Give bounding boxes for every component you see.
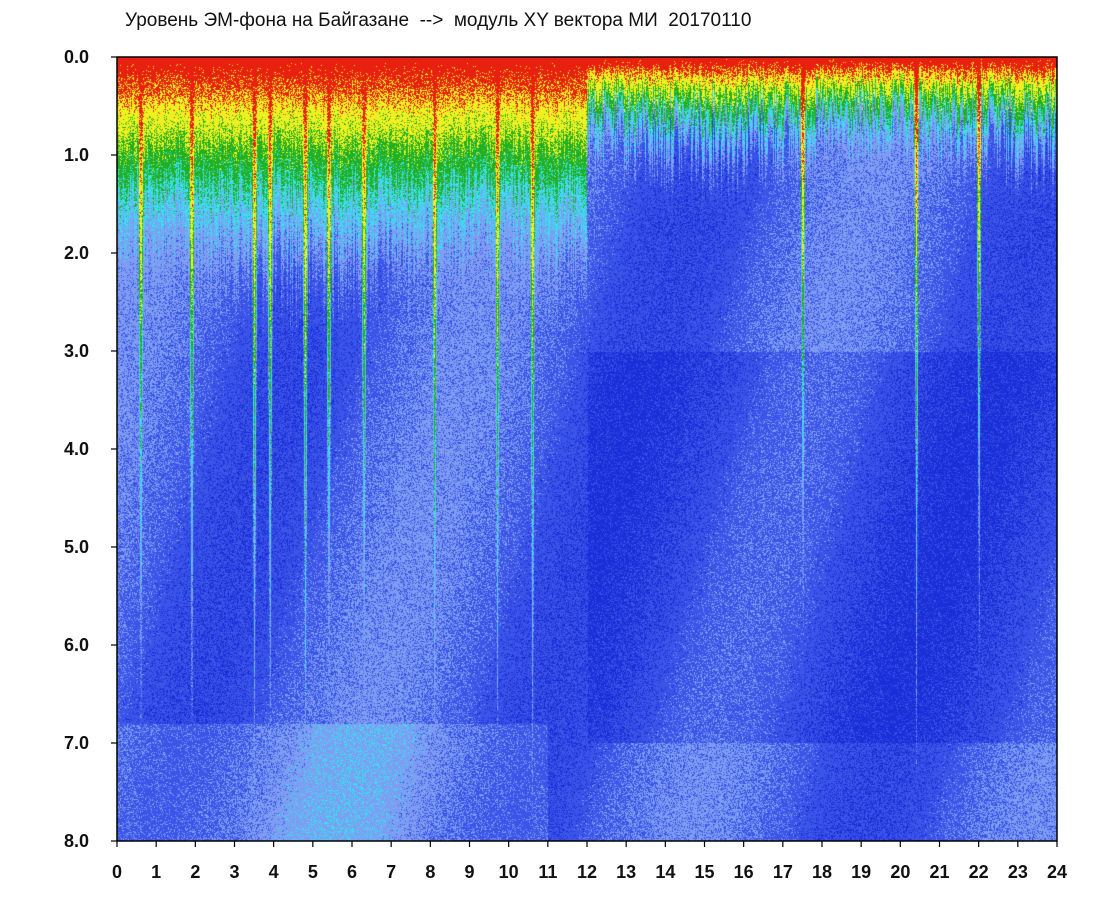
x-tick-label: 16 (734, 862, 754, 882)
x-tick-label: 14 (655, 862, 675, 882)
x-tick-label: 24 (1047, 862, 1067, 882)
x-tick-label: 3 (229, 862, 239, 882)
x-tick-label: 5 (308, 862, 318, 882)
x-tick-label: 7 (386, 862, 396, 882)
x-tick-label: 6 (347, 862, 357, 882)
x-tick-label: 2 (190, 862, 200, 882)
x-tick-label: 13 (616, 862, 636, 882)
x-tick-label: 11 (538, 862, 557, 882)
x-tick-label: 4 (269, 862, 279, 882)
y-tick-label: 4.0 (64, 439, 89, 459)
x-tick-label: 0 (112, 862, 122, 882)
x-tick-label: 19 (851, 862, 871, 882)
y-tick-label: 6.0 (64, 635, 89, 655)
chart-title: Уровень ЭМ-фона на Байгазане --> модуль … (125, 10, 752, 31)
heatmap-raster (117, 57, 1057, 841)
x-axis: 0 1 2 3 4 5 6 7 8 9 10 11 12 13 14 15 16 17 18 19 20 21 22 23 24 (112, 841, 1067, 882)
y-tick-label: 8.0 (64, 831, 89, 851)
y-tick-label: 0.0 (64, 47, 89, 67)
x-tick-label: 23 (1008, 862, 1028, 882)
x-tick-label: 22 (969, 862, 989, 882)
x-tick-label: 20 (890, 862, 910, 882)
x-tick-label: 17 (773, 862, 793, 882)
x-tick-label: 8 (425, 862, 435, 882)
x-tick-label: 1 (151, 862, 161, 882)
x-tick-label: 21 (929, 862, 949, 882)
y-axis: 0.0 1.0 2.0 3.0 4.0 5.0 6.0 7.0 8.0 (64, 47, 117, 851)
x-tick-label: 10 (499, 862, 519, 882)
x-tick-label: 15 (694, 862, 714, 882)
y-tick-label: 2.0 (64, 243, 89, 263)
x-tick-label: 18 (812, 862, 832, 882)
x-tick-label: 9 (464, 862, 474, 882)
y-tick-label: 5.0 (64, 537, 89, 557)
y-tick-label: 1.0 (64, 145, 89, 165)
heatmap-image (117, 57, 1057, 841)
y-tick-label: 3.0 (64, 341, 89, 361)
y-tick-label: 7.0 (64, 733, 89, 753)
x-tick-label: 12 (577, 862, 597, 882)
